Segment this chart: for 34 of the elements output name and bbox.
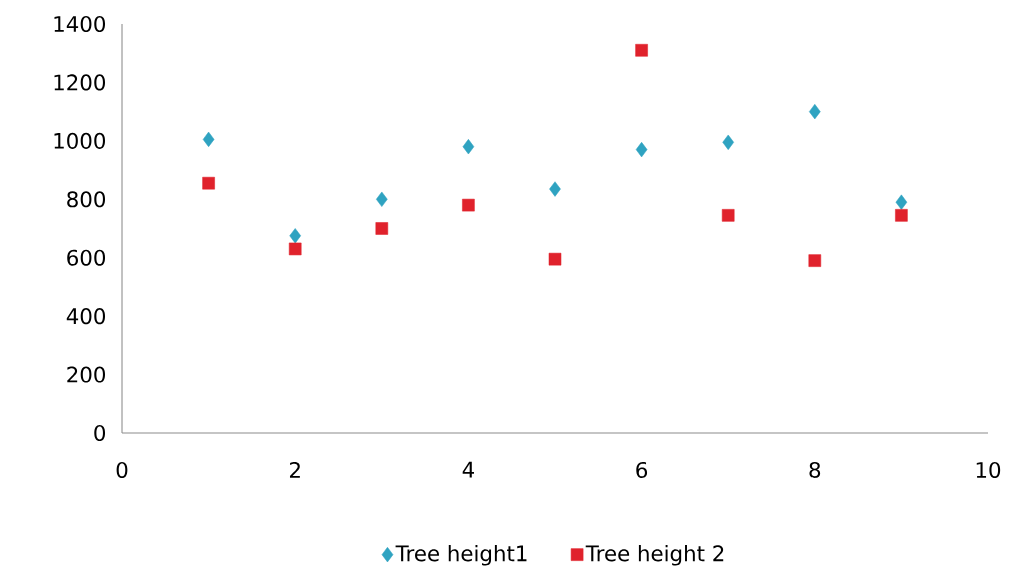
y-tick-label: 800: [67, 191, 106, 208]
x-tick-label: 2: [289, 461, 300, 478]
point: [376, 191, 388, 207]
point: [288, 242, 302, 256]
x-tick-label: 0: [116, 461, 128, 478]
point: [548, 252, 562, 266]
point: [635, 44, 648, 57]
point: [635, 142, 648, 158]
y-tick-label: 1000: [54, 132, 106, 149]
point: [809, 104, 821, 120]
point: [462, 198, 475, 212]
point: [549, 181, 561, 197]
legend-label: Tree height1: [395, 544, 527, 566]
x-tick-label: 4: [462, 461, 474, 478]
legend-label: Tree height 2: [585, 544, 724, 566]
y-tick-label: 1200: [54, 74, 106, 91]
x-tick-label: 8: [809, 461, 821, 478]
y-tick-label: 0: [94, 424, 106, 442]
point: [375, 222, 389, 235]
point: [722, 134, 734, 150]
point: [202, 131, 215, 147]
point: [895, 209, 908, 222]
point: [895, 194, 908, 210]
x-tick-label: 10: [976, 461, 1001, 478]
point: [462, 139, 475, 155]
y-tick-label: 1400: [54, 15, 106, 33]
point: [289, 228, 301, 244]
point: [202, 176, 215, 190]
point: [808, 254, 822, 267]
y-tick-label: 200: [67, 366, 106, 383]
y-tick-label: 600: [67, 249, 106, 266]
y-tick-label: 400: [66, 308, 106, 325]
point: [721, 209, 735, 222]
x-tick-label: 6: [636, 461, 648, 478]
